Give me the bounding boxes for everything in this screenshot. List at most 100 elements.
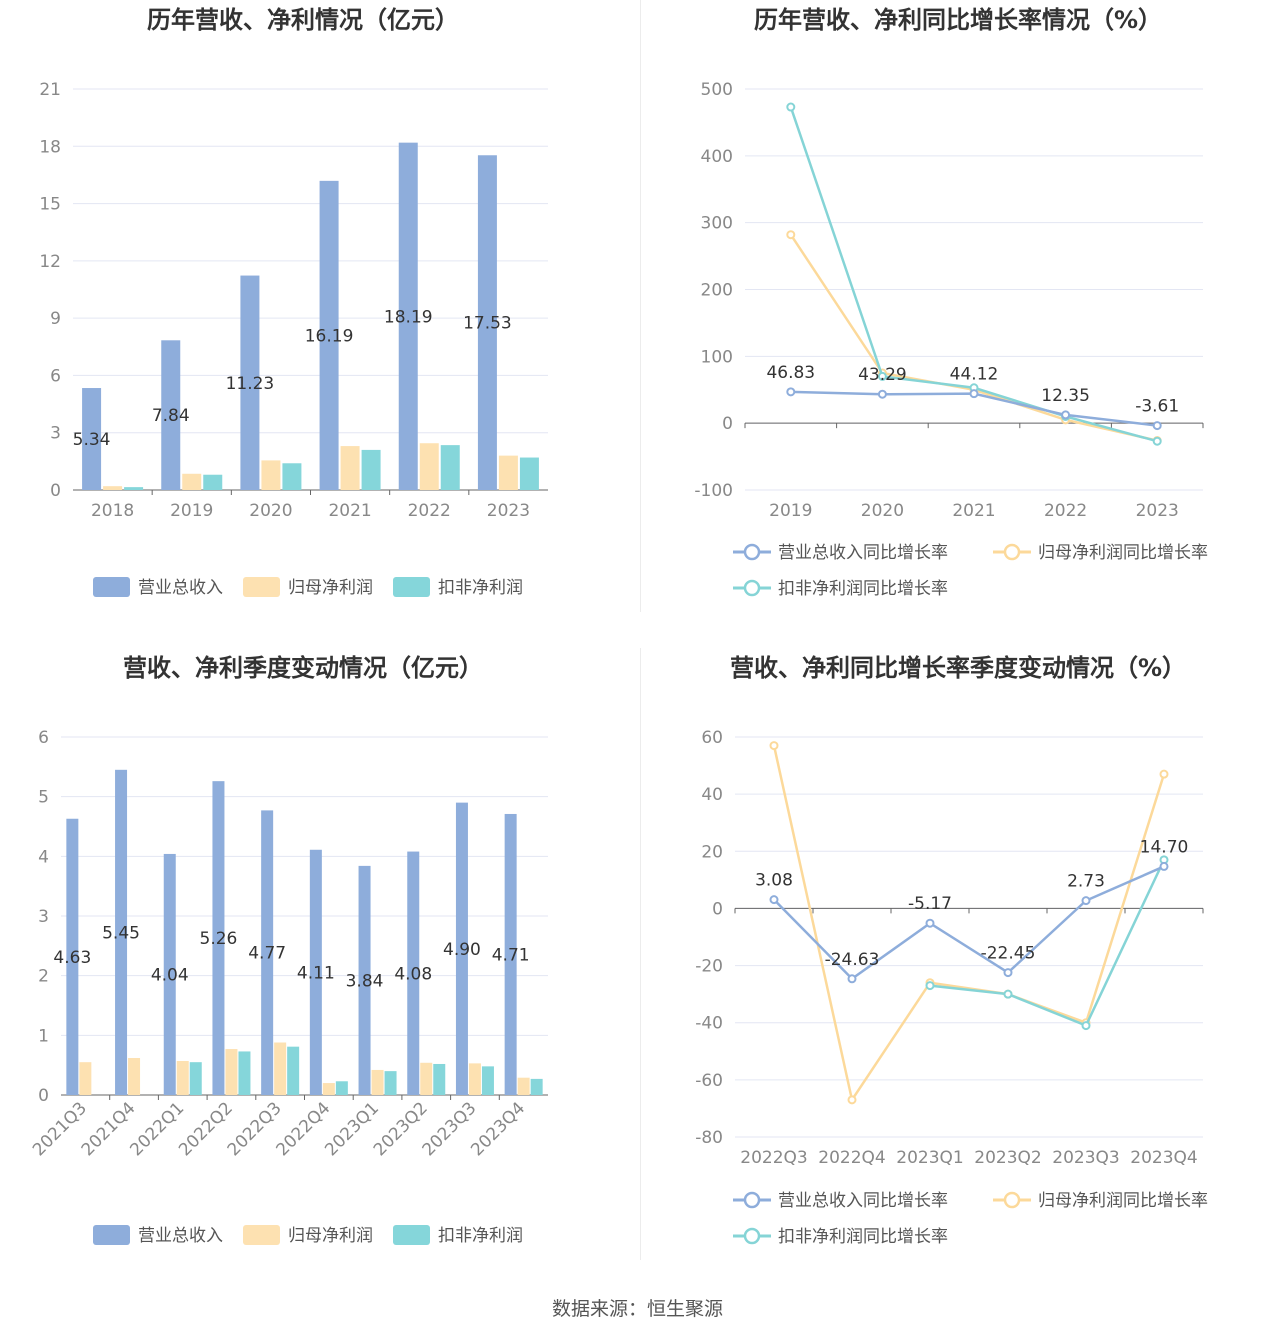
bar-parent-profit — [225, 1049, 238, 1095]
legend-marker — [743, 579, 761, 597]
bar-net-profit-ex — [238, 1051, 251, 1095]
legend-label: 归母净利润同比增长率 — [1038, 543, 1208, 563]
bar-value-label: 11.23 — [226, 374, 275, 394]
legend-marker — [743, 543, 761, 561]
bar-net-profit-ex — [282, 463, 302, 490]
data-point — [786, 230, 796, 240]
data-point — [786, 387, 796, 397]
legend-label: 归母净利润同比增长率 — [1038, 1191, 1208, 1211]
bar-value-label: 16.19 — [305, 326, 354, 346]
bar-parent-profit — [322, 1083, 335, 1095]
bar-value-label: 18.19 — [384, 307, 433, 327]
bar-value-label: 3.84 — [346, 971, 384, 991]
bar-net-profit-ex — [384, 1071, 397, 1095]
y-tick-label: 200 — [701, 281, 733, 301]
legend-label: 扣非净利润 — [438, 1226, 523, 1246]
point-value-label: 46.83 — [766, 363, 815, 383]
point-value-label: -22.45 — [981, 944, 1036, 964]
y-tick-label: 0 — [38, 1086, 49, 1106]
legend-label: 扣非净利润 — [438, 578, 523, 598]
bar-revenue — [66, 818, 79, 1095]
legend-swatch — [93, 577, 130, 597]
series-line-1 — [772, 745, 1166, 1103]
bar-revenue — [477, 155, 497, 490]
legend-swatch — [243, 577, 280, 597]
bar-revenue — [455, 802, 468, 1095]
point-value-label: 44.12 — [950, 365, 999, 385]
data-point — [786, 102, 796, 112]
bar-value-label: 5.26 — [200, 929, 238, 949]
bar-net-profit-ex — [440, 445, 460, 490]
data-point — [1081, 896, 1091, 906]
y-tick-label: -80 — [695, 1128, 723, 1148]
y-tick-label: 4 — [38, 847, 49, 867]
point-value-label: 43.29 — [858, 365, 907, 385]
bar-value-label: 4.71 — [492, 945, 530, 965]
data-point — [877, 371, 887, 381]
y-tick-label: 6 — [50, 366, 61, 386]
y-tick-label: 3 — [50, 424, 61, 444]
annual-revenue-profit-svg: 历年营收、净利情况（亿元） 0 3 6 9 12 15 18 21 5.34 2018 7.84 20… — [39, 6, 548, 598]
legend-marker — [743, 1191, 761, 1209]
x-tick-label: 2023 — [487, 501, 530, 521]
series-line-2 — [929, 859, 1166, 1028]
point-value-label: 3.08 — [755, 871, 793, 891]
y-tick-label: 60 — [701, 728, 723, 748]
data-point — [769, 895, 779, 905]
bar-net-profit-ex — [433, 1063, 446, 1095]
y-tick-label: -60 — [695, 1071, 723, 1091]
quarterly-revenue-profit-svg: 营收、净利季度变动情况（亿元） 01234564.632021Q35.45202… — [29, 654, 548, 1246]
bar-value-label: 17.53 — [463, 314, 512, 334]
point-value-label: 14.70 — [1140, 837, 1189, 857]
legend-marker — [743, 1227, 761, 1245]
divider-bottom — [640, 648, 641, 1260]
x-tick-label: 2022Q3 — [740, 1148, 807, 1168]
bar-net-profit-ex — [361, 449, 381, 490]
data-point — [1003, 968, 1013, 978]
annual-growth-svg: 历年营收、净利同比增长率情况（%） -100 0 100 200 300 400 500 20… — [694, 6, 1208, 599]
x-tick-label: 2020 — [249, 501, 292, 521]
data-point — [1003, 989, 1013, 999]
bar-value-label: 4.08 — [394, 964, 432, 984]
bar-value-label: 4.77 — [248, 944, 286, 964]
divider-top — [640, 0, 641, 612]
bar-parent-profit — [79, 1062, 92, 1095]
bar-net-profit-ex — [287, 1046, 300, 1095]
legend-label: 营业总收入同比增长率 — [778, 543, 948, 563]
bar-value-label: 4.04 — [151, 965, 189, 985]
point-value-label: -3.61 — [1135, 397, 1179, 417]
bar-parent-profit — [517, 1077, 530, 1095]
bar-value-label: 7.84 — [152, 406, 190, 426]
data-point — [969, 389, 979, 399]
x-tick-label: 2019 — [769, 501, 812, 521]
y-tick-label: 20 — [701, 842, 723, 862]
data-point — [1159, 861, 1169, 871]
bar-revenue — [407, 851, 420, 1095]
y-tick-label: 6 — [38, 728, 49, 748]
bar-revenue — [358, 865, 371, 1095]
legend-label: 扣非净利润同比增长率 — [778, 579, 948, 599]
bar-value-label: 5.45 — [102, 923, 140, 943]
y-tick-label: -40 — [695, 1014, 723, 1034]
x-tick-label: 2023Q4 — [1130, 1148, 1197, 1168]
y-tick-label: 0 — [712, 899, 723, 919]
x-tick-label: 2022Q4 — [818, 1148, 885, 1168]
y-tick-label: 0 — [50, 481, 61, 501]
bar-value-label: 4.90 — [443, 940, 481, 960]
bar-parent-profit — [419, 443, 439, 490]
bar-net-profit-ex — [203, 474, 223, 490]
legend-swatch — [393, 1225, 430, 1245]
data-point — [847, 974, 857, 984]
point-value-label: -24.63 — [825, 950, 880, 970]
bar-value-label: 4.11 — [297, 963, 335, 983]
x-tick-label: 2021 — [328, 501, 371, 521]
y-tick-label: 500 — [701, 80, 733, 100]
bar-parent-profit — [103, 486, 123, 490]
x-tick-label: 2023Q2 — [974, 1148, 1041, 1168]
bar-parent-profit — [420, 1062, 433, 1095]
data-point — [1061, 410, 1071, 420]
bar-parent-profit — [468, 1063, 481, 1095]
legend-label: 归母净利润 — [288, 1226, 373, 1246]
bar-parent-profit — [274, 1042, 287, 1095]
data-point — [925, 981, 935, 991]
